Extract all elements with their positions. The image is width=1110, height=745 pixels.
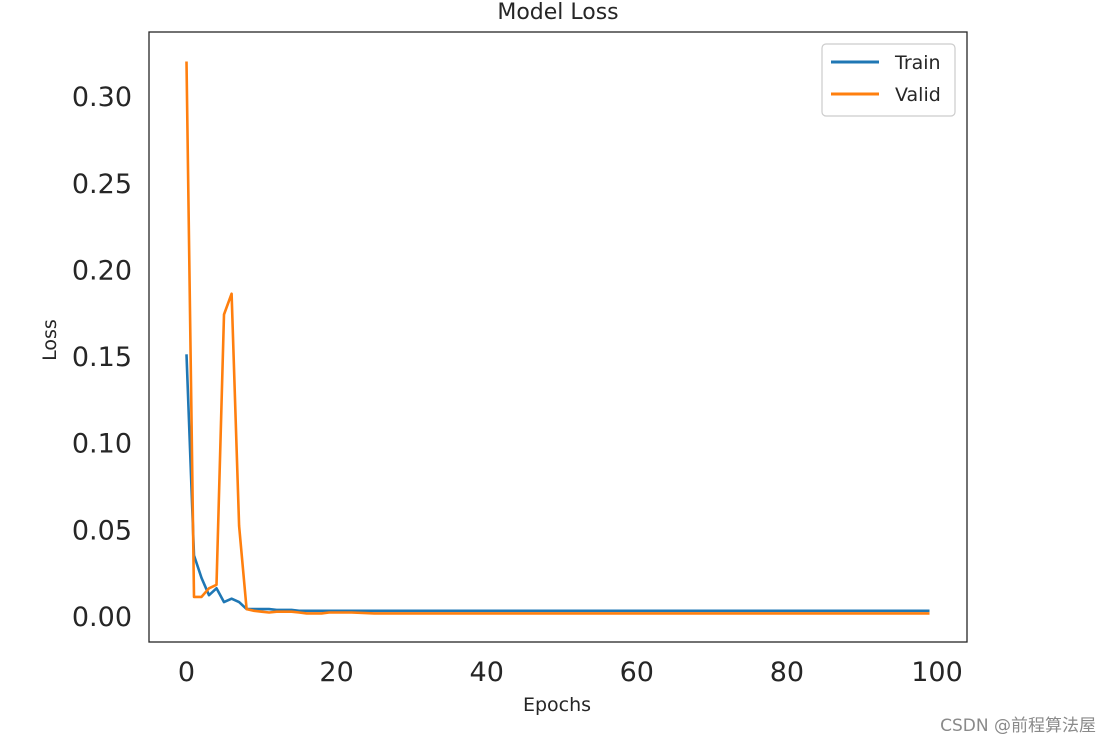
x-tick-label: 60 bbox=[620, 657, 654, 688]
plot-area bbox=[185, 61, 930, 615]
y-tick-label: 0.30 bbox=[72, 82, 132, 113]
y-tick-label: 0.20 bbox=[72, 255, 132, 286]
x-tick-label: 40 bbox=[470, 657, 504, 688]
series-line-train bbox=[185, 354, 930, 613]
y-tick-label: 0.00 bbox=[72, 602, 132, 633]
y-tick-label: 0.05 bbox=[72, 515, 132, 546]
watermark: CSDN @前程算法屋 bbox=[940, 716, 1096, 736]
x-tick-label: 20 bbox=[319, 657, 353, 688]
legend: Train Valid bbox=[821, 43, 956, 117]
x-tick-label: 100 bbox=[911, 657, 963, 688]
legend-label-valid: Valid bbox=[895, 84, 941, 106]
x-axis-ticks: 0 20 40 60 80 100 bbox=[178, 657, 963, 688]
y-axis-label: Loss bbox=[39, 319, 61, 361]
y-tick-label: 0.25 bbox=[72, 169, 132, 200]
y-tick-label: 0.15 bbox=[72, 342, 132, 373]
y-tick-label: 0.10 bbox=[72, 429, 132, 460]
series-line-valid bbox=[185, 61, 930, 615]
y-axis-ticks: 0.00 0.05 0.10 0.15 0.20 0.25 0.30 bbox=[72, 82, 132, 633]
x-tick-label: 0 bbox=[178, 657, 195, 688]
legend-label-train: Train bbox=[894, 52, 941, 74]
plot-frame bbox=[148, 31, 968, 643]
chart-title: Model Loss bbox=[497, 0, 618, 25]
x-tick-label: 80 bbox=[770, 657, 804, 688]
x-axis-label: Epochs bbox=[523, 694, 591, 716]
